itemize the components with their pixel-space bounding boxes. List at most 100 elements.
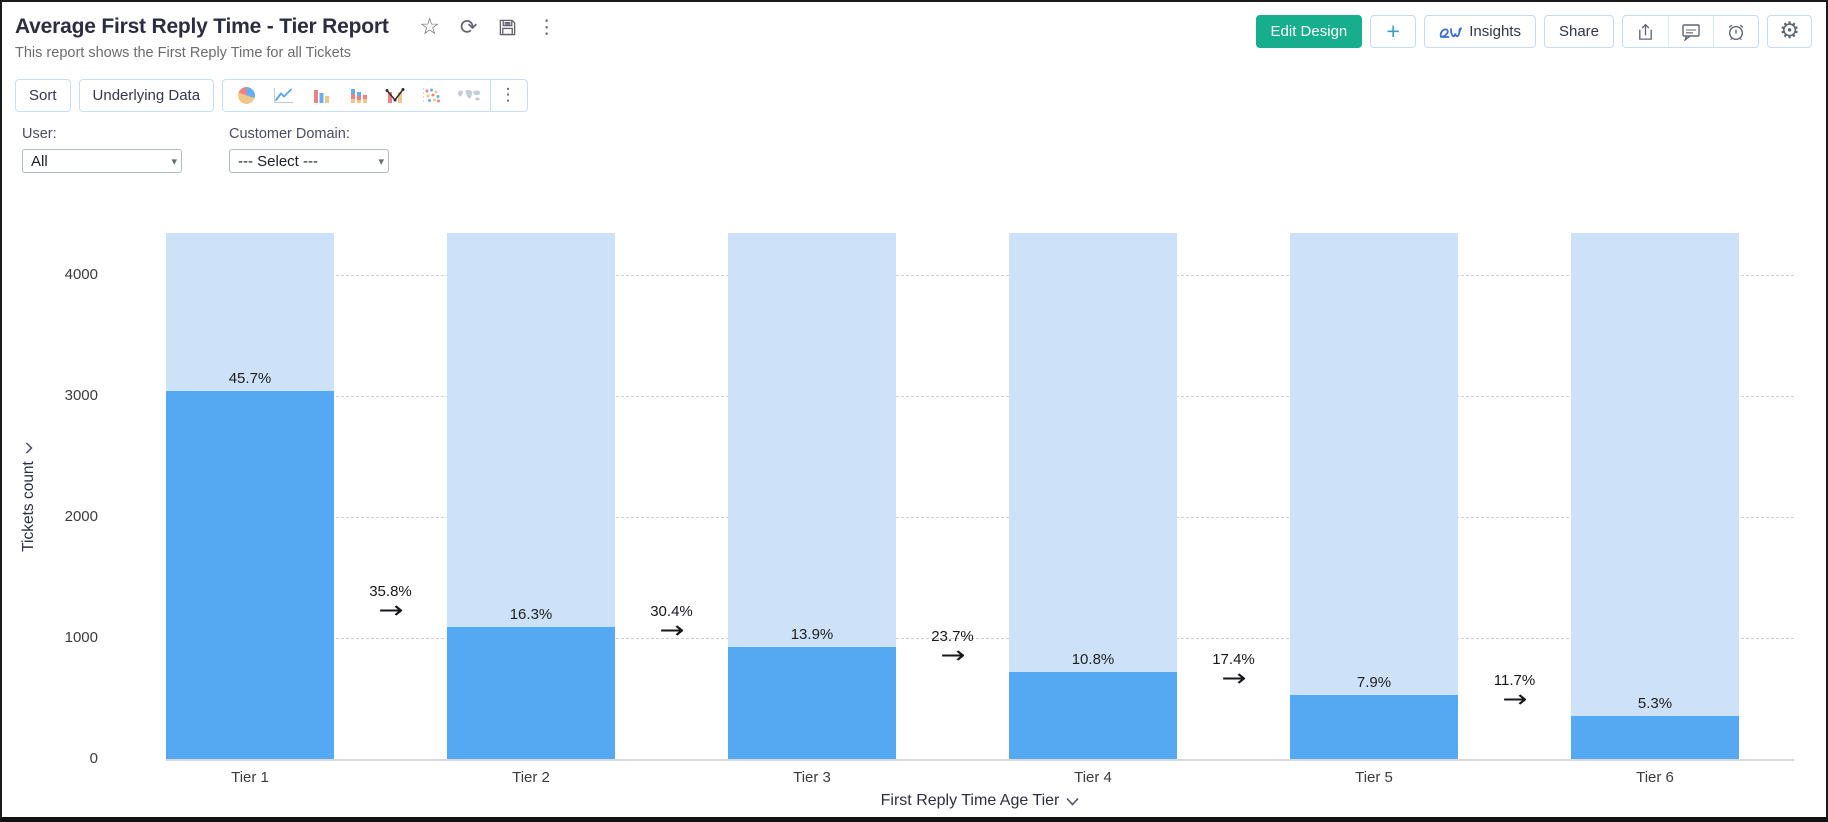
chart-type-bar-button[interactable] (302, 83, 339, 109)
transition-percent: 11.7% (1493, 671, 1536, 689)
header-actions: Edit Design + Insights Share ⚙ (1255, 15, 1812, 48)
transition-label-2-3: 30.4% → (622, 603, 722, 642)
chevron-down-icon (1066, 797, 1079, 806)
transition-percent: 23.7% (931, 627, 974, 645)
x-axis-title[interactable]: First Reply Time Age Tier (166, 792, 1794, 810)
favorite-star-icon[interactable]: ☆ (419, 13, 440, 40)
right-arrow-icon: → (1220, 664, 1247, 693)
insights-button[interactable]: Insights (1424, 15, 1536, 48)
share-button[interactable]: Share (1543, 15, 1614, 48)
comment-button[interactable] (1668, 16, 1713, 47)
x-tick-label: Tier 4 (1074, 769, 1112, 786)
y-tick-label: 2000 (64, 508, 98, 526)
bar-percent-label: 16.3% (509, 606, 553, 624)
x-tick-label: Tier 3 (793, 769, 831, 786)
alarm-icon (1726, 22, 1746, 42)
dropdown-arrow-icon: ▾ (171, 154, 177, 168)
bar-tier-5-value[interactable] (1290, 695, 1458, 759)
bar-tier-6-value[interactable] (1571, 715, 1739, 759)
x-tick-label: Tier 5 (1355, 769, 1393, 786)
user-filter: User: All ▾ (22, 126, 182, 173)
customer-domain-filter-dropdown[interactable]: --- Select --- ▾ (229, 149, 389, 173)
report-toolbar: Sort Underlying Data ⋮ (15, 79, 529, 112)
export-button[interactable] (1623, 16, 1668, 47)
transition-label-5-6: 11.7% → (1465, 671, 1565, 711)
bar-percent-label: 45.7% (228, 370, 272, 388)
transition-label-1-2: 35.8% → (341, 583, 441, 622)
map-chart-icon (456, 88, 482, 103)
combo-chart-icon (385, 87, 405, 104)
refresh-icon[interactable]: ⟳ (459, 14, 478, 39)
y-axis-title[interactable]: Tickets count (20, 397, 38, 597)
header-icon-group (1622, 15, 1759, 48)
gridline-2000 (166, 517, 1794, 519)
chart-type-line-button[interactable] (265, 83, 302, 109)
sort-button[interactable]: Sort (15, 79, 71, 112)
gridline-3000 (166, 396, 1794, 398)
report-description: This report shows the First Reply Time f… (15, 45, 352, 61)
bar-tier-2-value[interactable] (447, 627, 615, 759)
y-axis-title-label: Tickets count (20, 461, 37, 552)
chart-type-stacked-bar-button[interactable] (339, 83, 376, 109)
alarm-button[interactable] (1713, 16, 1758, 47)
bar-tier-5-background[interactable] (1290, 233, 1458, 759)
comment-icon (1681, 22, 1701, 41)
x-tick-label: Tier 6 (1636, 769, 1674, 786)
right-arrow-icon: → (377, 596, 404, 625)
gridline-1000 (166, 638, 1794, 640)
chevron-down-icon (25, 442, 33, 454)
chart-type-combo-button[interactable] (376, 83, 413, 109)
x-tick-label: Tier 2 (512, 769, 550, 786)
bar-tier-3-value[interactable] (728, 647, 896, 759)
scatter-chart-icon (422, 87, 441, 104)
right-arrow-icon: → (1501, 684, 1528, 713)
stacked-bar-chart-icon (349, 87, 367, 104)
bar-chart-icon (312, 87, 330, 104)
pie-chart-icon (237, 86, 256, 105)
line-chart-icon (273, 87, 294, 104)
x-axis-title-label: First Reply Time Age Tier (880, 792, 1060, 809)
settings-button[interactable]: ⚙ (1767, 15, 1812, 48)
transition-percent: 30.4% (650, 603, 693, 621)
bar-tier-4-background[interactable] (1009, 233, 1177, 759)
chart-type-more-button[interactable]: ⋮ (499, 85, 517, 105)
funnel-chart: Tickets count First Reply Time Age Tier … (2, 197, 1826, 817)
more-vertical-icon[interactable]: ⋮ (537, 15, 557, 38)
bar-percent-label: 13.9% (790, 626, 834, 644)
transition-percent: 35.8% (369, 583, 412, 601)
bar-tier-1-value[interactable] (166, 391, 334, 759)
chart-type-scatter-button[interactable] (413, 83, 450, 109)
edit-design-button[interactable]: Edit Design (1255, 15, 1363, 48)
insights-label: Insights (1469, 23, 1521, 40)
gridline-4000 (166, 275, 1794, 277)
y-tick-label: 4000 (64, 266, 98, 284)
chart-type-map-button[interactable] (450, 83, 487, 109)
report-header: Average First Reply Time - Tier Report ☆… (15, 15, 1812, 61)
y-tick-label: 3000 (64, 387, 98, 405)
title-block: Average First Reply Time - Tier Report ☆… (15, 15, 558, 61)
zia-insights-icon (1439, 24, 1463, 40)
bar-tier-4-value[interactable] (1009, 671, 1177, 759)
y-tick-label: 0 (89, 750, 98, 767)
export-icon (1636, 22, 1655, 42)
right-arrow-icon: → (658, 616, 685, 645)
add-button[interactable]: + (1370, 15, 1417, 48)
underlying-data-button[interactable]: Underlying Data (78, 79, 215, 112)
transition-percent: 17.4% (1212, 651, 1255, 669)
user-filter-label: User: (22, 126, 57, 142)
user-filter-dropdown[interactable]: All ▾ (22, 149, 182, 173)
user-filter-value: All (31, 152, 48, 170)
customer-domain-filter-value: --- Select --- (238, 152, 318, 170)
customer-domain-filter-label: Customer Domain: (229, 126, 350, 142)
page-title: Average First Reply Time - Tier Report (15, 15, 389, 38)
chart-type-pie-button[interactable] (228, 83, 265, 109)
y-tick-label: 1000 (64, 629, 98, 647)
gridline-0 (166, 759, 1794, 761)
bar-tier-6-background[interactable] (1571, 233, 1739, 759)
gear-icon: ⚙ (1779, 18, 1800, 44)
dropdown-arrow-icon: ▾ (378, 154, 384, 168)
transition-label-4-5: 17.4% → (1184, 651, 1284, 690)
save-icon[interactable] (497, 16, 519, 38)
bar-percent-label: 5.3% (1637, 694, 1673, 712)
